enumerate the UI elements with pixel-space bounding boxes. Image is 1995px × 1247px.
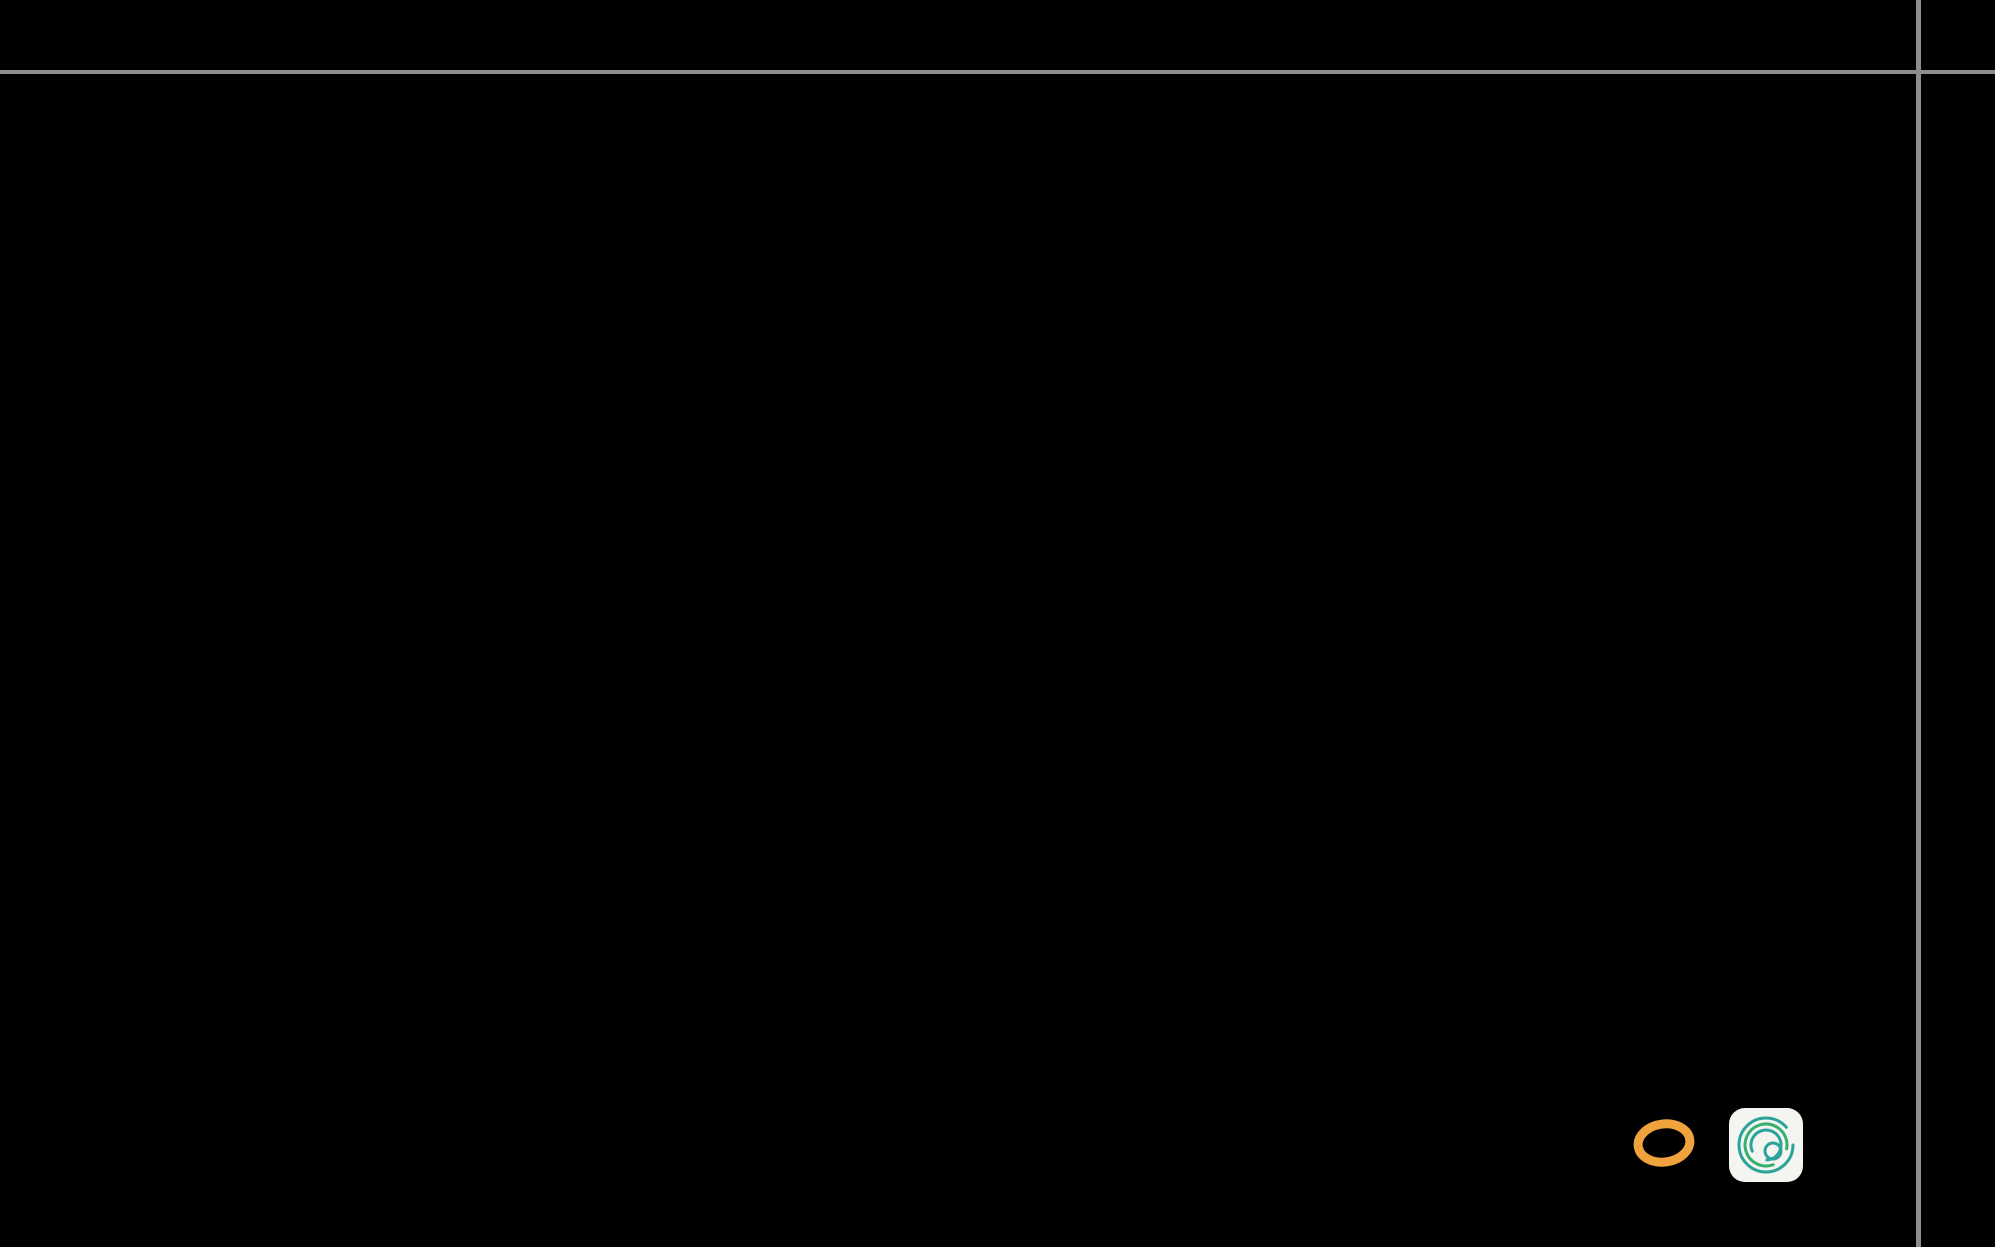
metnet-logo[interactable]: [1598, 1093, 1806, 1197]
metnet-app-icon: [1729, 1108, 1803, 1182]
vmax-right-profile: [1916, 70, 1995, 1247]
panel-divider-horizontal: [0, 70, 1995, 74]
vmax-top-profile: [0, 0, 1916, 70]
sun-icon: [1633, 1119, 1695, 1167]
panel-divider-vertical: [1916, 0, 1921, 1247]
